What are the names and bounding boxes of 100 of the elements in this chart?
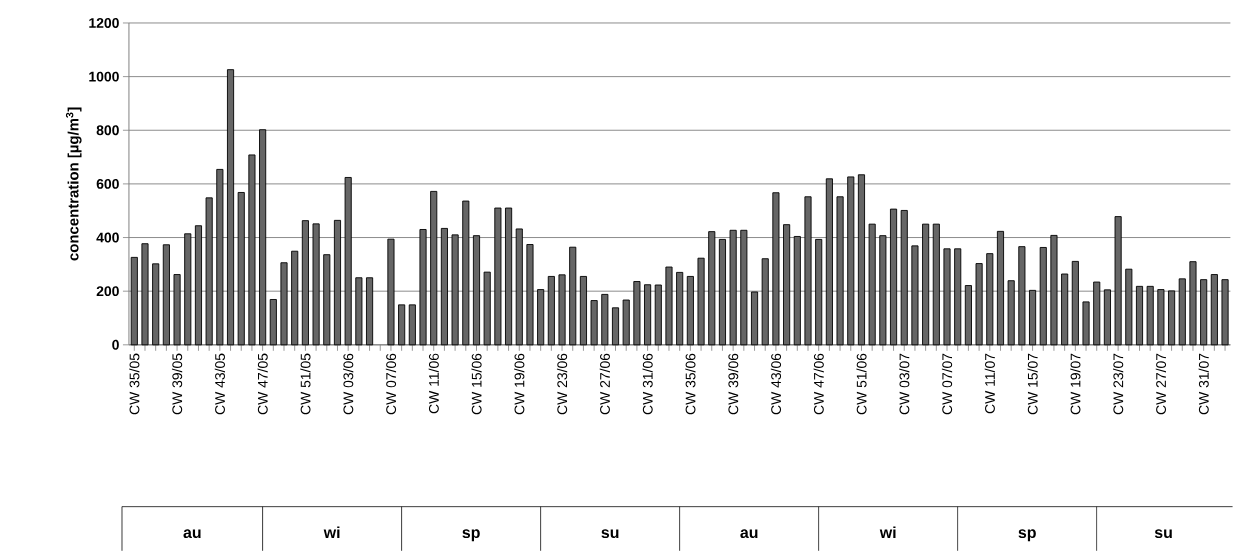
bar xyxy=(996,230,1005,346)
bar xyxy=(344,176,352,346)
bar xyxy=(665,266,673,346)
bar xyxy=(483,271,491,346)
bar xyxy=(1125,268,1133,346)
bar xyxy=(515,228,523,346)
bar xyxy=(505,207,513,346)
bar xyxy=(697,257,705,346)
x-tick-label: CW 47/06 xyxy=(813,353,824,415)
bar xyxy=(472,235,481,346)
bar xyxy=(1007,280,1015,346)
y-tick-label: 600 xyxy=(96,178,119,189)
bar xyxy=(333,219,342,346)
bar xyxy=(772,192,780,346)
x-tick-label: CW 11/06 xyxy=(428,353,439,414)
bar xyxy=(954,248,962,346)
bar xyxy=(184,233,192,346)
bar xyxy=(1200,279,1208,346)
x-tick-label: CW 03/06 xyxy=(343,353,354,415)
bar xyxy=(654,284,662,346)
bar xyxy=(1135,285,1144,346)
bar xyxy=(1157,289,1165,346)
bar xyxy=(750,291,759,346)
bar xyxy=(825,178,833,346)
text: sp xyxy=(1018,529,1036,542)
bar xyxy=(975,263,983,346)
text: sp xyxy=(462,529,480,542)
bar xyxy=(590,300,598,346)
bar xyxy=(847,176,855,346)
x-tick-label: CW 07/06 xyxy=(385,353,397,415)
bar xyxy=(740,229,748,346)
x-tick-label: CW 31/06 xyxy=(642,353,653,415)
bar xyxy=(430,190,438,346)
bar xyxy=(387,238,395,346)
bar xyxy=(1168,290,1176,346)
bar xyxy=(1029,289,1037,346)
bar xyxy=(1210,274,1218,346)
x-tick-label: CW 15/06 xyxy=(471,353,482,415)
bar xyxy=(708,231,716,346)
y-tick-label: 0 xyxy=(112,339,119,350)
bar xyxy=(911,245,919,346)
bar xyxy=(922,223,930,346)
bar xyxy=(269,298,277,346)
bar xyxy=(205,197,213,346)
bar xyxy=(451,234,459,346)
bar xyxy=(408,304,416,346)
x-tick-label: CW 43/05 xyxy=(214,353,225,415)
bar xyxy=(761,258,769,346)
bar xyxy=(857,174,866,346)
text: au xyxy=(183,529,201,538)
x-tick-label: CW 47/05 xyxy=(257,353,268,415)
bar xyxy=(579,275,587,346)
bar xyxy=(601,293,609,346)
bar xyxy=(162,244,170,346)
bar xyxy=(226,69,235,346)
bar xyxy=(890,208,898,346)
bar xyxy=(312,223,320,346)
bar xyxy=(440,227,448,346)
y-tick-label: 1200 xyxy=(89,17,119,28)
x-tick-label: CW 19/07 xyxy=(1070,353,1081,415)
x-tick-label: CW 23/07 xyxy=(1112,353,1124,415)
bar xyxy=(783,224,791,346)
bar xyxy=(366,277,374,346)
bar xyxy=(1018,246,1026,346)
bar xyxy=(868,223,876,346)
x-tick-label: CW 27/06 xyxy=(599,353,610,415)
text: su xyxy=(1154,529,1172,538)
bar xyxy=(494,207,502,346)
x-tick-label: CW 51/06 xyxy=(856,353,867,415)
bar xyxy=(248,154,256,346)
text: su xyxy=(601,529,619,538)
text: au xyxy=(740,529,758,538)
bar xyxy=(1039,246,1047,346)
x-tick-label: CW 35/06 xyxy=(685,353,696,415)
bar xyxy=(462,200,470,346)
bar xyxy=(1103,289,1111,346)
bar xyxy=(152,263,160,346)
bar xyxy=(1050,234,1058,346)
bar xyxy=(537,289,545,346)
bar xyxy=(1178,278,1186,346)
bar xyxy=(141,243,149,346)
x-tick-label: CW 51/05 xyxy=(300,353,311,415)
bar xyxy=(173,274,181,346)
bar xyxy=(526,243,534,346)
y-axis-title: concentration [µg/m$^{3}$] xyxy=(65,107,82,261)
bar xyxy=(1189,261,1197,346)
bar xyxy=(611,307,620,346)
x-tick-label: CW 19/06 xyxy=(514,353,525,415)
bar xyxy=(633,280,641,346)
bar xyxy=(1082,301,1090,346)
bar xyxy=(1221,279,1229,346)
bar xyxy=(729,229,737,346)
bar xyxy=(804,196,812,346)
bar xyxy=(943,248,951,346)
x-tick-label: CW 39/06 xyxy=(728,353,739,415)
bar xyxy=(259,129,267,346)
bar xyxy=(879,235,887,346)
bar xyxy=(718,238,726,346)
bar xyxy=(216,168,224,346)
bar xyxy=(1071,260,1079,346)
